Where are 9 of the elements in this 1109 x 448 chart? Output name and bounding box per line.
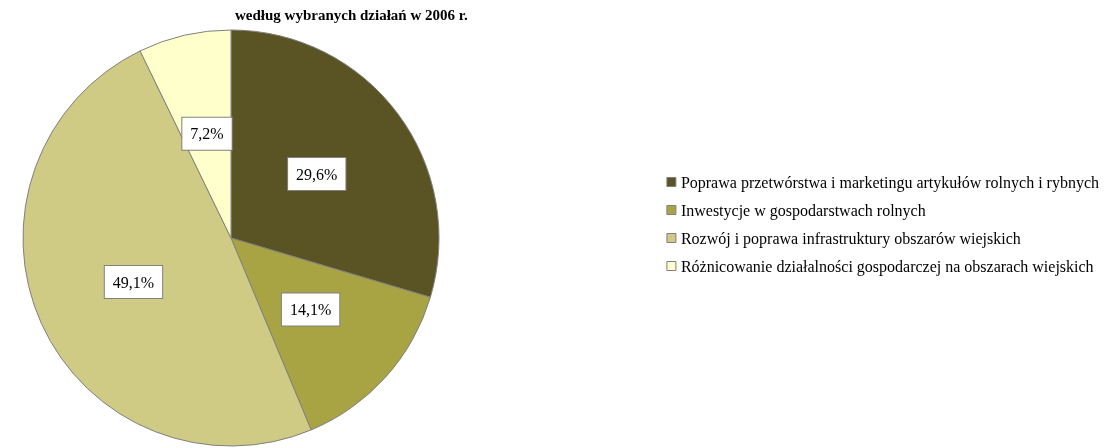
legend-label: Różnicowanie działalności gospodarczej na obszarach wiejskich (680, 257, 1094, 276)
legend-label: Rozwój i poprawa infrastruktury obszarów wiejskich (680, 229, 1021, 248)
data-label: 7,2% (190, 125, 224, 143)
data-label: 29,6% (296, 165, 338, 183)
data-label: 49,1% (112, 273, 155, 291)
legend-label: Inwestycje w gospodarstwach rolnych (680, 201, 926, 220)
data-label: 14,1% (289, 301, 332, 319)
legend-label: Poprawa przetwórstwa i marketingu artykułów rolnych i rybnych (680, 173, 1099, 192)
chart-title: według wybranych działań w 2006 r. (235, 6, 469, 23)
